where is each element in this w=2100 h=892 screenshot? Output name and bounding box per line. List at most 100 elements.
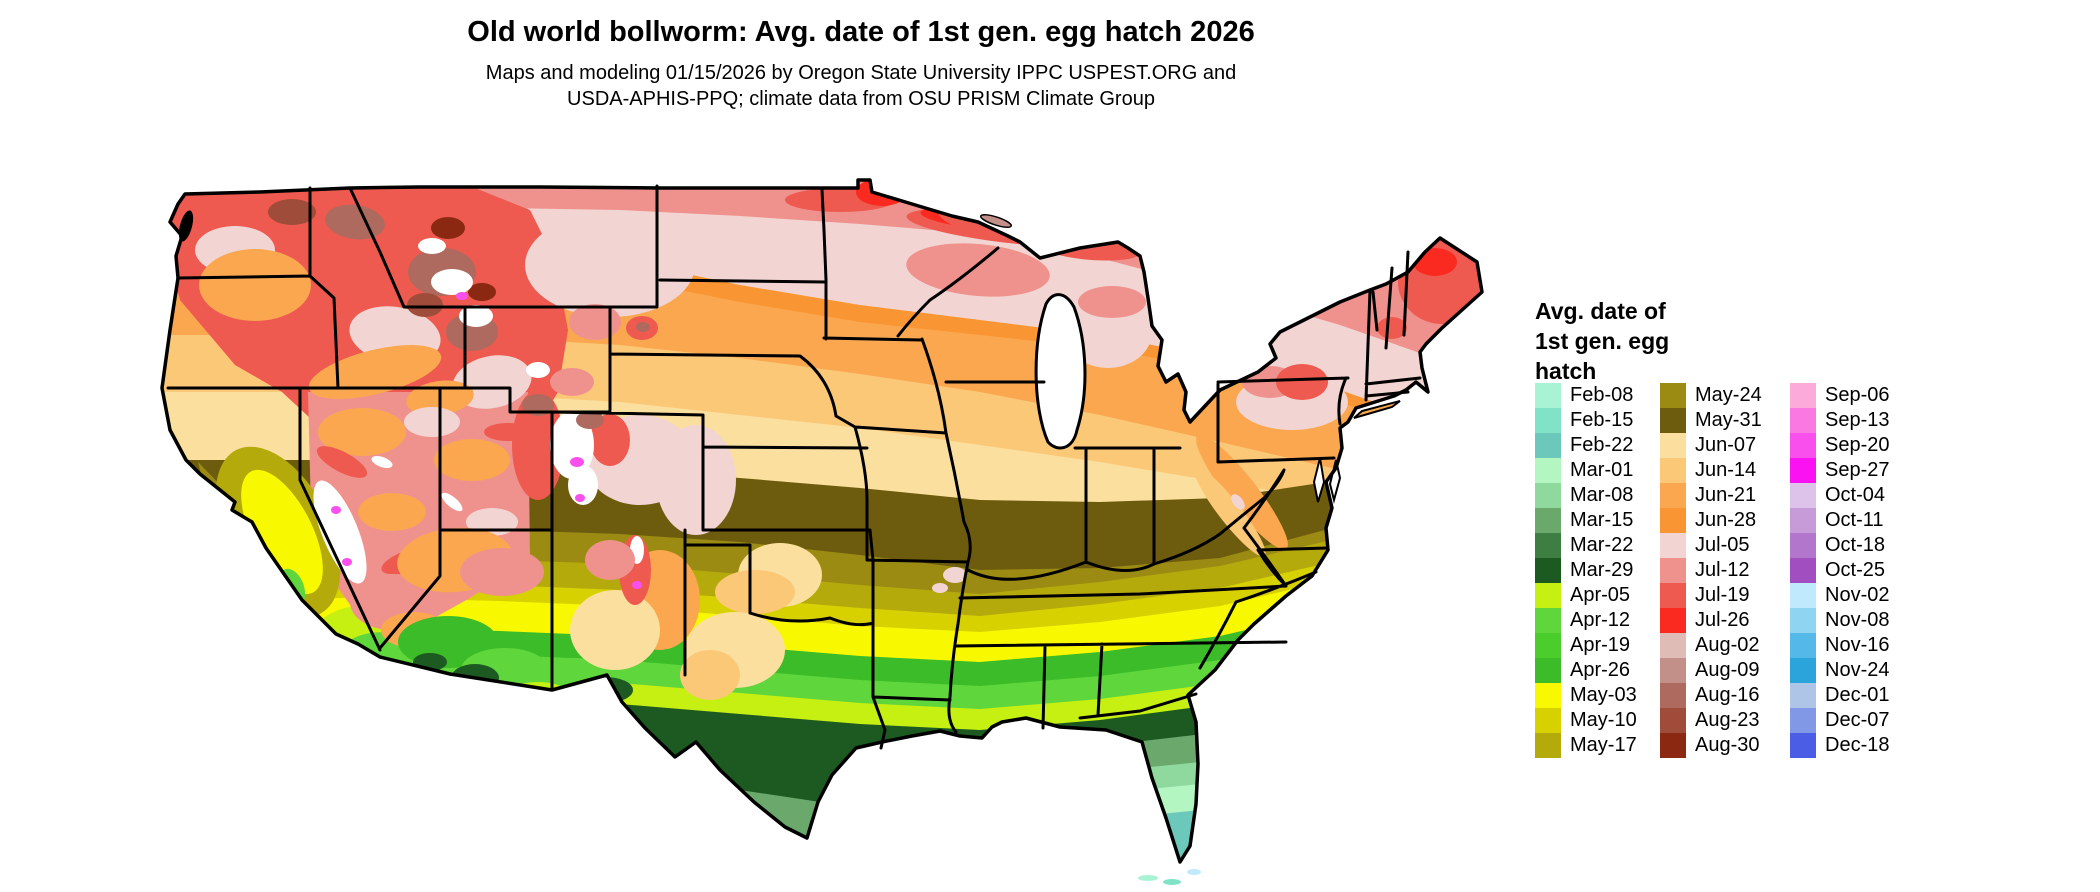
legend-entry: Mar-29: [1535, 558, 1637, 583]
map-raster-layers: [162, 180, 1482, 862]
map-patch-Jul-12: [1078, 286, 1146, 318]
legend-entry-label: Sep-20: [1825, 434, 1890, 456]
legend-entry: May-24: [1660, 383, 1762, 408]
legend-entry-label: Nov-08: [1825, 609, 1890, 631]
map-patch-Jun-21: [434, 439, 510, 481]
map-patch-white: [418, 238, 446, 254]
isle-royale: [979, 214, 1013, 228]
legend-swatch-May-03: [1535, 683, 1561, 708]
legend-entry: Oct-18: [1790, 533, 1890, 558]
legend-entry-label: Jun-07: [1695, 434, 1757, 456]
legend-entry-label: Aug-23: [1695, 709, 1760, 731]
map-patch-Jul-05: [943, 567, 967, 583]
legend-entry: May-10: [1535, 708, 1637, 733]
legend-swatch-Sep-27: [1790, 458, 1816, 483]
legend-entry-label: Mar-15: [1570, 509, 1634, 531]
legend-entry: Mar-08: [1535, 483, 1637, 508]
legend-entry: Feb-08: [1535, 383, 1637, 408]
legend-entry: Jul-12: [1660, 558, 1762, 583]
map-patch-Jun-07: [570, 590, 660, 670]
map-patch-Jun-14: [680, 650, 740, 700]
legend-entry: Dec-01: [1790, 683, 1890, 708]
legend-title-line: 1st gen. egg: [1535, 328, 1670, 354]
legend-swatch-Sep-06: [1790, 383, 1816, 408]
legend-entry-label: Dec-07: [1825, 709, 1890, 731]
legend-entry: Sep-27: [1790, 458, 1890, 483]
legend-entry-label: Sep-13: [1825, 409, 1890, 431]
legend-entry-label: May-24: [1695, 384, 1762, 406]
state-borders: [166, 184, 1422, 750]
legend-entry: Apr-26: [1535, 658, 1637, 683]
legend-swatch-Jun-14: [1660, 458, 1686, 483]
legend-entry: Sep-06: [1790, 383, 1890, 408]
map-patch-Sep-20: [632, 581, 642, 589]
legend-swatch-Sep-20: [1790, 433, 1816, 458]
map-patch-white: [568, 465, 598, 505]
legend-entry: Mar-22: [1535, 533, 1637, 558]
legend-entry-label: Oct-25: [1825, 559, 1886, 581]
map-patch-Jun-21: [358, 493, 426, 531]
map-patch-Jul-19: [1377, 317, 1407, 339]
legend-column: May-24 May-31 Jun-07 Jun-14 Jun-21 Jun-28 Jul-…: [1660, 383, 1762, 758]
legend-entry-label: Aug-16: [1695, 684, 1760, 706]
map-patch-Jun-14: [715, 570, 795, 614]
legend-entry: Feb-22: [1535, 433, 1637, 458]
long-island: [1353, 400, 1401, 419]
subtitle-line-1: Maps and modeling 01/15/2026 by Oregon S…: [485, 62, 1237, 84]
legend-swatch-Apr-26: [1535, 658, 1561, 683]
legend-entry: Feb-15: [1535, 408, 1637, 433]
legend-swatch-May-10: [1535, 708, 1561, 733]
legend-swatch-May-24: [1660, 383, 1686, 408]
map-band-Feb-22: [162, 790, 1482, 862]
map-patch-Jul-12: [585, 540, 635, 580]
map-patch-Aug-16: [576, 411, 604, 429]
legend-entry-label: Sep-27: [1825, 459, 1890, 481]
legend-entry: Nov-08: [1790, 608, 1890, 633]
map-band-Mar-01: [162, 760, 1482, 862]
map-patch-Jul-19: [1276, 364, 1328, 400]
legend-entry: Jun-14: [1660, 458, 1762, 483]
legend-entry-label: Feb-08: [1570, 384, 1634, 406]
legend-swatch-Oct-18: [1790, 533, 1816, 558]
map-patch-white: [526, 362, 550, 378]
legend-entry: Aug-09: [1660, 658, 1762, 683]
legend-swatch-Aug-09: [1660, 658, 1686, 683]
legend-swatch-May-31: [1660, 408, 1686, 433]
legend-entry-label: Nov-02: [1825, 584, 1890, 606]
map-patch-white: [441, 492, 463, 512]
legend-entry: Aug-02: [1660, 633, 1762, 658]
map-patch-white: [371, 455, 393, 469]
legend-swatch-Nov-08: [1790, 608, 1816, 633]
legend-entry-label: Feb-15: [1570, 409, 1634, 431]
legend-entry-label: May-31: [1695, 409, 1762, 431]
legend-entry-label: Apr-19: [1570, 634, 1631, 656]
legend-swatch-Jun-07: [1660, 433, 1686, 458]
map-patch-Sep-20: [456, 292, 468, 300]
map-patch-Jul-05: [1231, 494, 1245, 510]
legend-swatch-Jun-28: [1660, 508, 1686, 533]
legend-swatch-Sep-13: [1790, 408, 1816, 433]
legend-entry-label: Feb-22: [1570, 434, 1634, 456]
legend-entry-label: Mar-01: [1570, 459, 1634, 481]
legend-swatch-Jul-05: [1660, 533, 1686, 558]
legend-entry: Apr-05: [1535, 583, 1637, 608]
legend-entry-label: Aug-09: [1695, 659, 1760, 681]
legend-entry: May-17: [1535, 733, 1637, 758]
map-patch-Aug-23: [407, 293, 443, 317]
map-patch-Aug-30: [431, 217, 465, 239]
legend-entry: Aug-23: [1660, 708, 1762, 733]
legend-swatch-Mar-29: [1535, 558, 1561, 583]
legend-swatch-Oct-25: [1790, 558, 1816, 583]
legend-entry-label: Jun-21: [1695, 484, 1757, 506]
legend-entry: Jun-21: [1660, 483, 1762, 508]
us-map: [160, 178, 1484, 885]
legend-entry-label: Apr-12: [1570, 609, 1631, 631]
map-patch-Jul-05: [525, 213, 695, 317]
map-patch-Jul-12: [569, 304, 621, 340]
map-patch-Sep-20: [570, 457, 584, 467]
map-patch-Aug-16: [636, 322, 650, 332]
map-patch-white: [313, 480, 367, 584]
legend-entry: Nov-02: [1790, 583, 1890, 608]
legend-swatch-Jun-21: [1660, 483, 1686, 508]
